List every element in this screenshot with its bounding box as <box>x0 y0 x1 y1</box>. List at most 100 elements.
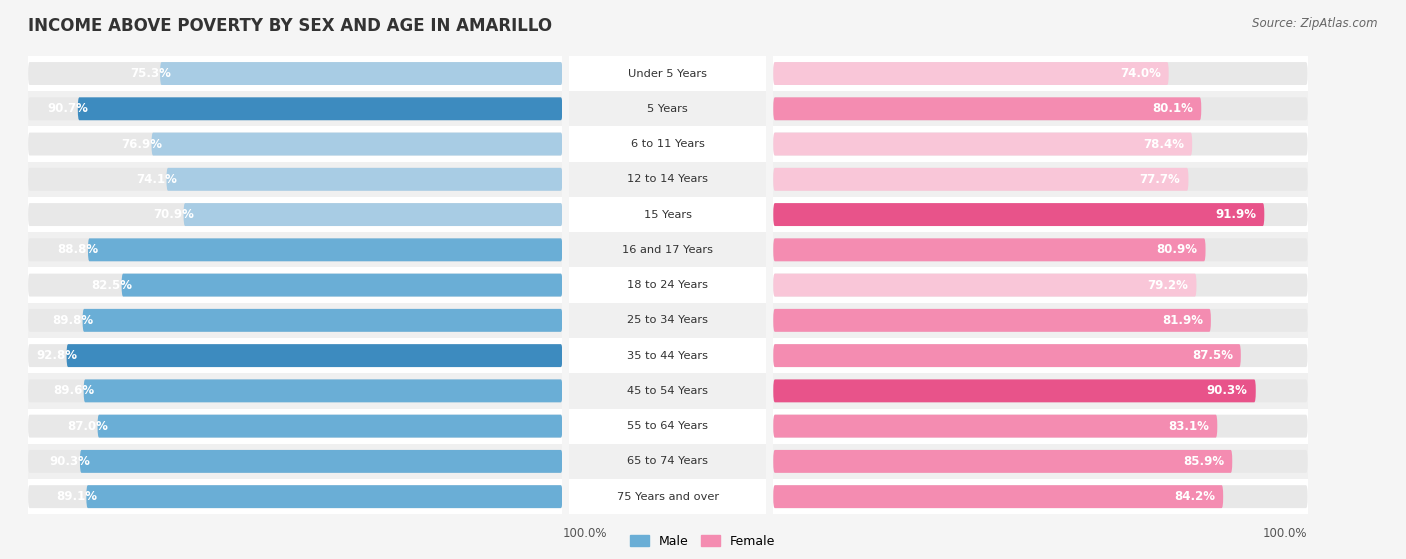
Text: 74.0%: 74.0% <box>1119 67 1161 80</box>
Bar <box>569 303 766 338</box>
Bar <box>28 56 562 91</box>
Text: 78.4%: 78.4% <box>1143 138 1184 150</box>
FancyBboxPatch shape <box>773 62 1168 85</box>
FancyBboxPatch shape <box>28 97 562 120</box>
Text: 90.3%: 90.3% <box>1206 385 1247 397</box>
Text: Under 5 Years: Under 5 Years <box>628 69 707 78</box>
FancyBboxPatch shape <box>66 344 562 367</box>
Text: 89.6%: 89.6% <box>53 385 94 397</box>
Bar <box>569 232 766 267</box>
FancyBboxPatch shape <box>28 168 562 191</box>
Text: 75.3%: 75.3% <box>129 67 170 80</box>
Text: 89.1%: 89.1% <box>56 490 97 503</box>
Text: 6 to 11 Years: 6 to 11 Years <box>631 139 704 149</box>
Text: 70.9%: 70.9% <box>153 208 194 221</box>
Legend: Male, Female: Male, Female <box>626 530 780 553</box>
FancyBboxPatch shape <box>773 62 1308 85</box>
FancyBboxPatch shape <box>28 309 562 332</box>
Text: Source: ZipAtlas.com: Source: ZipAtlas.com <box>1253 17 1378 30</box>
Bar <box>569 373 766 409</box>
FancyBboxPatch shape <box>773 168 1188 191</box>
FancyBboxPatch shape <box>77 97 562 120</box>
FancyBboxPatch shape <box>773 450 1232 473</box>
Bar <box>773 338 1308 373</box>
Text: 87.0%: 87.0% <box>67 420 108 433</box>
Bar <box>773 267 1308 303</box>
FancyBboxPatch shape <box>773 273 1308 296</box>
Text: 74.1%: 74.1% <box>136 173 177 186</box>
Bar <box>773 303 1308 338</box>
Bar <box>28 197 562 232</box>
Text: 91.9%: 91.9% <box>1215 208 1257 221</box>
Text: 82.5%: 82.5% <box>91 278 132 292</box>
FancyBboxPatch shape <box>773 415 1218 438</box>
FancyBboxPatch shape <box>84 380 562 402</box>
Text: 100.0%: 100.0% <box>1263 527 1308 539</box>
Text: 15 Years: 15 Years <box>644 210 692 220</box>
Text: 80.9%: 80.9% <box>1157 243 1198 257</box>
FancyBboxPatch shape <box>773 415 1308 438</box>
Bar <box>569 56 766 91</box>
FancyBboxPatch shape <box>773 380 1308 402</box>
FancyBboxPatch shape <box>89 238 562 261</box>
Text: 90.3%: 90.3% <box>49 455 90 468</box>
Bar <box>773 197 1308 232</box>
Text: 80.1%: 80.1% <box>1153 102 1194 115</box>
FancyBboxPatch shape <box>122 273 562 296</box>
Bar <box>773 444 1308 479</box>
Bar <box>28 444 562 479</box>
Text: 65 to 74 Years: 65 to 74 Years <box>627 456 709 466</box>
Text: 81.9%: 81.9% <box>1161 314 1204 327</box>
Text: 79.2%: 79.2% <box>1147 278 1188 292</box>
FancyBboxPatch shape <box>28 485 562 508</box>
FancyBboxPatch shape <box>28 415 562 438</box>
Text: 5 Years: 5 Years <box>648 104 688 114</box>
Bar <box>28 373 562 409</box>
Bar <box>569 479 766 514</box>
Bar <box>569 162 766 197</box>
FancyBboxPatch shape <box>28 273 562 296</box>
Bar <box>773 409 1308 444</box>
FancyBboxPatch shape <box>773 132 1308 155</box>
FancyBboxPatch shape <box>773 309 1308 332</box>
Bar <box>569 338 766 373</box>
FancyBboxPatch shape <box>773 168 1308 191</box>
Bar <box>773 91 1308 126</box>
FancyBboxPatch shape <box>28 203 562 226</box>
Bar <box>773 479 1308 514</box>
FancyBboxPatch shape <box>773 450 1308 473</box>
Text: 77.7%: 77.7% <box>1140 173 1181 186</box>
Text: 85.9%: 85.9% <box>1182 455 1225 468</box>
Bar <box>569 409 766 444</box>
Bar <box>773 56 1308 91</box>
FancyBboxPatch shape <box>152 132 562 155</box>
Bar <box>28 126 562 162</box>
Text: 45 to 54 Years: 45 to 54 Years <box>627 386 709 396</box>
Bar <box>28 479 562 514</box>
Text: 92.8%: 92.8% <box>37 349 77 362</box>
FancyBboxPatch shape <box>28 238 562 261</box>
FancyBboxPatch shape <box>28 344 562 367</box>
Bar <box>28 162 562 197</box>
Bar <box>773 232 1308 267</box>
FancyBboxPatch shape <box>160 62 562 85</box>
Bar <box>28 303 562 338</box>
FancyBboxPatch shape <box>773 97 1308 120</box>
Bar <box>569 197 766 232</box>
FancyBboxPatch shape <box>773 203 1308 226</box>
Bar <box>773 162 1308 197</box>
Bar <box>569 444 766 479</box>
Text: 75 Years and over: 75 Years and over <box>617 492 718 501</box>
FancyBboxPatch shape <box>773 309 1211 332</box>
Text: 84.2%: 84.2% <box>1174 490 1215 503</box>
FancyBboxPatch shape <box>773 344 1308 367</box>
Text: 90.7%: 90.7% <box>48 102 89 115</box>
FancyBboxPatch shape <box>773 238 1205 261</box>
FancyBboxPatch shape <box>773 132 1192 155</box>
Bar <box>569 267 766 303</box>
FancyBboxPatch shape <box>773 380 1256 402</box>
Bar <box>569 91 766 126</box>
Text: 88.8%: 88.8% <box>58 243 98 257</box>
FancyBboxPatch shape <box>83 309 562 332</box>
Text: 12 to 14 Years: 12 to 14 Years <box>627 174 709 184</box>
